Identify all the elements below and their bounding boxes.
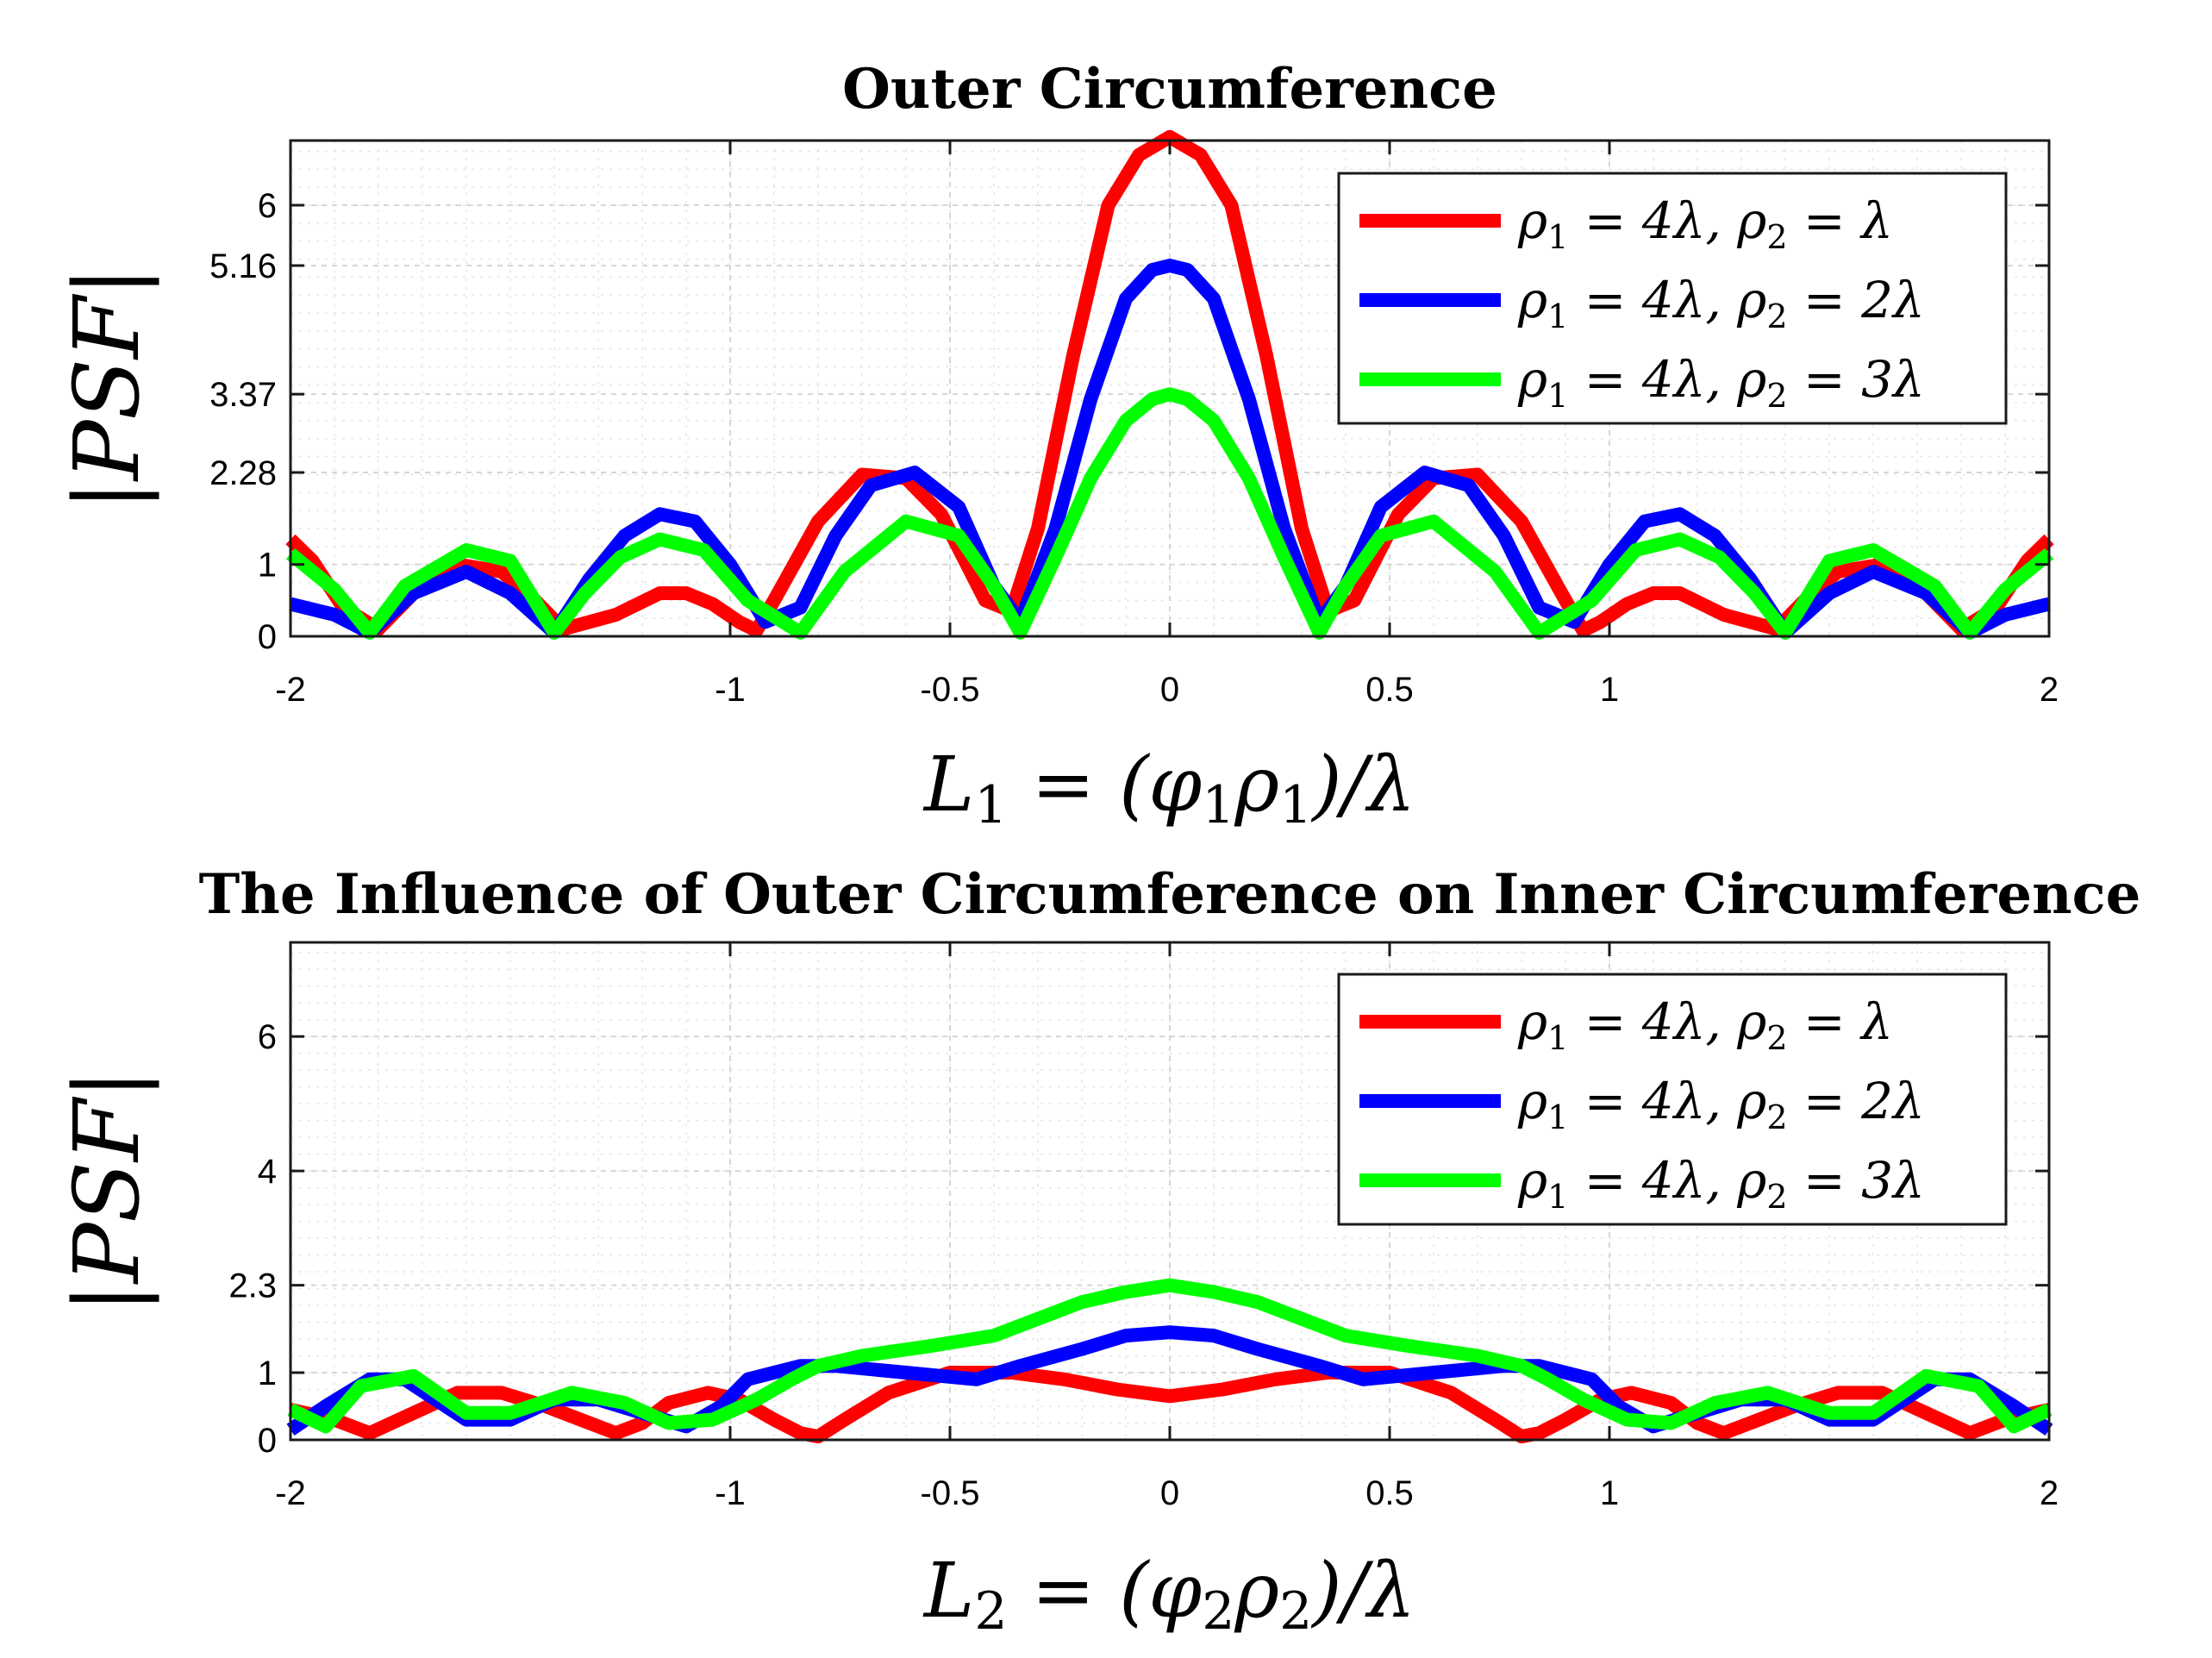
top-chart-xlabel-end: )/λ <box>1310 740 1415 829</box>
top-chart-xlabel-sub3: 1 <box>1279 775 1312 835</box>
top-chart-series-2-line <box>289 259 2051 640</box>
top-chart-xtick-label: -1 <box>715 671 746 709</box>
top-chart-xlabel-sub: 1 <box>974 775 1007 835</box>
bottom-chart-xtick-label: 1 <box>1600 1474 1619 1512</box>
top-chart-xtick-label: 0.5 <box>1365 671 1414 709</box>
top-chart-legend-label-part: ρ <box>1517 191 1547 250</box>
top-chart-legend-label-part: 1 <box>1547 297 1568 335</box>
top-chart-legend-label-part: 2 <box>1766 218 1787 256</box>
bottom-chart-series-3-line <box>287 1278 2053 1434</box>
bottom-chart-xlabel: L2 = (φ2ρ2)/λ <box>922 1546 1415 1642</box>
top-chart-ytick-label: 6 <box>258 187 277 225</box>
top-chart-xtick-label: 2 <box>2040 671 2059 709</box>
top-chart-xlabel-rest: = (φ <box>1008 740 1203 829</box>
top-chart-xtick-label: -0.5 <box>921 671 980 709</box>
bottom-chart-legend-label-part: 1 <box>1547 1019 1568 1057</box>
bottom-chart-xtick-label: 2 <box>2040 1474 2059 1512</box>
bottom-chart-ytick-label: 1 <box>258 1355 277 1392</box>
bottom-chart-xlabel-mid: ρ <box>1234 1546 1279 1635</box>
bottom-chart-legend-label-part: = 2λ <box>1788 1072 1925 1130</box>
top-chart-ytick-label: 2.28 <box>209 454 277 492</box>
bottom-chart-ytick-label: 0 <box>258 1422 277 1460</box>
bottom-chart-xtick-label: 0 <box>1160 1474 1179 1512</box>
top-chart-ytick-label: 1 <box>258 547 277 585</box>
bottom-chart-legend-label-part: = 3λ <box>1788 1151 1925 1210</box>
bottom-chart-legend-label-part: = 4λ, ρ <box>1568 1151 1766 1210</box>
top-chart-legend-label-part: 2 <box>1766 297 1787 335</box>
bottom-chart-legend-label-part: 2 <box>1766 1098 1787 1136</box>
bottom-chart-legend-label-part: = 4λ, ρ <box>1568 1072 1766 1130</box>
bottom-chart-ticks: -2 -1 -0.5 0 0.5 1 2 0 1 2.3 4 6 <box>228 942 2059 1512</box>
bottom-chart-legend-label-part: = 4λ, ρ <box>1568 992 1766 1051</box>
top-chart-legend-label-part: 1 <box>1547 377 1568 415</box>
bottom-chart-lines <box>286 1278 2053 1444</box>
bottom-chart-xlabel-rest: = (φ <box>1008 1546 1203 1635</box>
bottom-chart-xtick-label: -1 <box>715 1474 746 1512</box>
top-chart-xlabel-sub2: 1 <box>1202 775 1234 835</box>
bottom-chart-ytick-label: 6 <box>258 1018 277 1056</box>
top-chart-series-3-line <box>285 387 2054 640</box>
top-chart-ticks: -2 -1 -0.5 0 0.5 1 2 0 1 2.28 3.37 5.16 6 <box>209 141 2059 709</box>
top-chart-ylabel: |PSF| <box>54 266 159 510</box>
bottom-chart-legend-label-1: ρ1 = 4λ, ρ2 = λ <box>1517 992 1893 1057</box>
top-chart-xtick-label: 0 <box>1160 671 1179 709</box>
bottom-chart-xlabel-end: )/λ <box>1310 1546 1415 1635</box>
bottom-chart-legend-label-part: 1 <box>1547 1178 1568 1216</box>
bottom-chart-xtick-label: 0.5 <box>1365 1474 1414 1512</box>
top-chart-legend-label-2: ρ1 = 4λ, ρ2 = 2λ <box>1517 271 1925 335</box>
top-chart-legend-label-part: = 4λ, ρ <box>1568 350 1766 409</box>
top-chart-legend-label-part: = 4λ, ρ <box>1568 271 1766 329</box>
top-chart-ytick-label: 3.37 <box>209 376 277 414</box>
top-chart-xlabel-main: L <box>922 740 974 829</box>
bottom-chart-legend-label-part: ρ <box>1517 1151 1547 1210</box>
bottom-chart-ytick-label: 4 <box>258 1153 277 1191</box>
top-chart-xtick-label: 1 <box>1600 671 1619 709</box>
top-chart: Outer Circumference -2 -1 -0.5 0 0.5 1 2 0 1 2.28… <box>54 57 2059 835</box>
bottom-chart-xtick-label: -0.5 <box>921 1474 980 1512</box>
top-chart-legend-label-3: ρ1 = 4λ, ρ2 = 3λ <box>1517 350 1925 415</box>
bottom-chart-ytick-label: 2.3 <box>228 1267 277 1305</box>
top-chart-ytick-label: 5.16 <box>209 247 277 285</box>
top-chart-legend-label-part: = λ <box>1788 191 1893 250</box>
bottom-chart-legend-label-2: ρ1 = 4λ, ρ2 = 2λ <box>1517 1072 1925 1136</box>
bottom-chart-legend-label-part: 2 <box>1766 1178 1787 1216</box>
bottom-chart-xlabel-sub3: 2 <box>1279 1581 1312 1642</box>
bottom-chart-xlabel-sub2: 2 <box>1202 1581 1234 1642</box>
top-chart-legend-label-part: 1 <box>1547 218 1568 256</box>
top-chart-legend-label-part: = 2λ <box>1788 271 1925 329</box>
top-chart-xlabel: L1 = (φ1ρ1)/λ <box>922 740 1415 835</box>
top-chart-legend-label-part: ρ <box>1517 350 1547 409</box>
top-chart-legend-label-part: 2 <box>1766 377 1787 415</box>
bottom-chart-series-1-line <box>289 1366 2051 1444</box>
bottom-chart-legend-label-part: 2 <box>1766 1019 1787 1057</box>
bottom-chart-legend-label-part: = λ <box>1788 992 1893 1051</box>
top-chart-lines <box>285 129 2054 640</box>
bottom-chart-xlabel-main: L <box>922 1546 974 1635</box>
bottom-chart-legend-label-part: 1 <box>1547 1098 1568 1136</box>
top-chart-legend-label-part: = 4λ, ρ <box>1568 191 1766 250</box>
top-chart-legend-label-part: ρ <box>1517 271 1547 329</box>
top-chart-xlabel-mid: ρ <box>1234 740 1279 829</box>
top-chart-legend-label-1: ρ1 = 4λ, ρ2 = λ <box>1517 191 1893 256</box>
top-chart-title: Outer Circumference <box>842 57 1497 122</box>
top-chart-series-1-line <box>285 129 2054 638</box>
bottom-chart-xlabel-sub: 2 <box>974 1581 1007 1642</box>
bottom-chart-xtick-label: -2 <box>275 1474 306 1512</box>
top-chart-legend-label-part: = 3λ <box>1788 350 1925 409</box>
bottom-chart-title: The Influence of Outer Circumference on … <box>199 862 2141 927</box>
bottom-chart-ylabel: |PSF| <box>54 1069 159 1313</box>
bottom-chart-legend-label-part: ρ <box>1517 992 1547 1051</box>
bottom-chart: The Influence of Outer Circumference on … <box>54 862 2140 1642</box>
top-chart-xtick-label: -2 <box>275 671 306 709</box>
top-chart-ytick-label: 0 <box>258 618 277 656</box>
bottom-chart-legend-label-part: ρ <box>1517 1072 1547 1130</box>
bottom-chart-legend-label-3: ρ1 = 4λ, ρ2 = 3λ <box>1517 1151 1925 1216</box>
